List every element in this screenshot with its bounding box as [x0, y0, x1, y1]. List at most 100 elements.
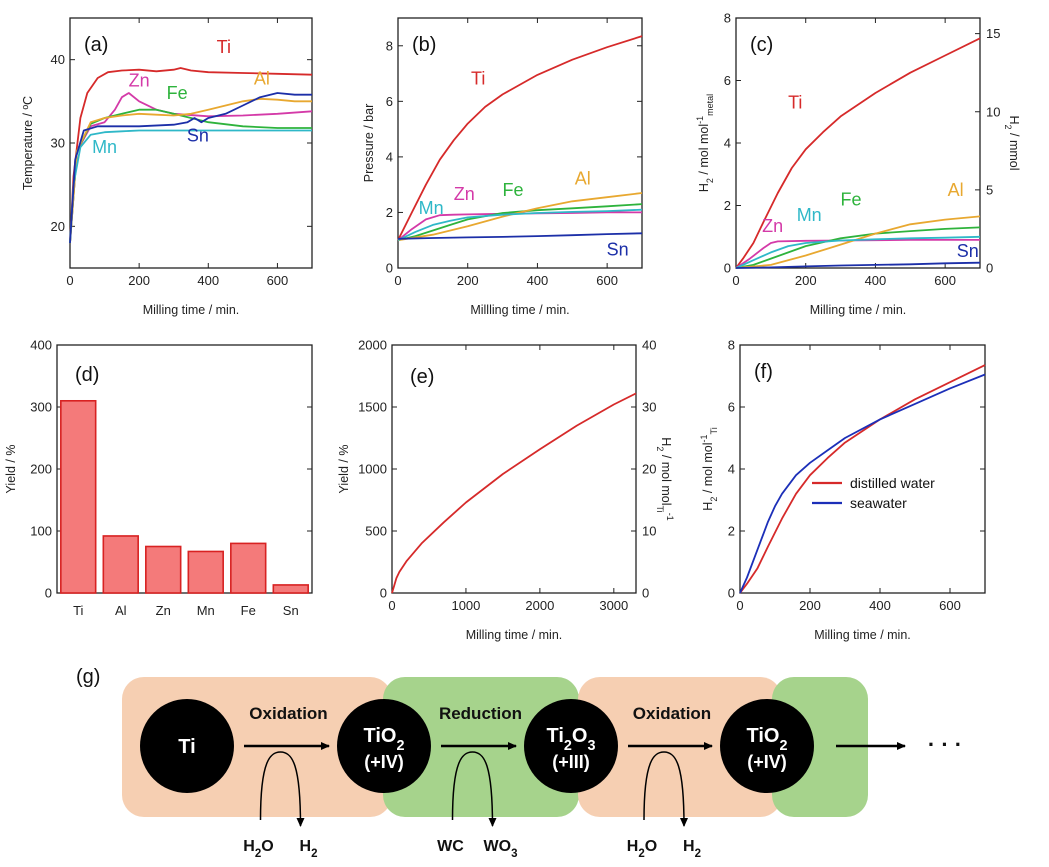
y2-axis-title-part: H	[659, 437, 673, 446]
scheme-reaction-arc	[643, 751, 688, 827]
x-axis-title: Milling time / min.	[810, 303, 907, 317]
series-label-zn: Zn	[454, 184, 475, 204]
panel-f: 0 200 400 600 0 2 4 6 8 (f) Milling time / min. H2 …	[699, 338, 986, 642]
y-axis-title: H2 / mol mol-1Ti	[699, 427, 719, 510]
series-line-zn	[735, 238, 980, 269]
panel-b-x-tick-label: 0	[394, 273, 401, 288]
series-line-mn	[397, 208, 643, 242]
series-label-zn: Zn	[762, 216, 783, 236]
panel-d-y-tick-label: 0	[45, 586, 52, 601]
panel-b-x-tick-label: 200	[457, 273, 479, 288]
bar-category-label: Al	[115, 603, 127, 618]
panel-label: (e)	[410, 366, 434, 388]
panel-b-y-tick-label: 0	[386, 261, 393, 276]
y2-axis-title-part: 2	[655, 446, 665, 451]
panel-c-y2-tick-label: 15	[986, 26, 1000, 41]
scheme-node-formula-part: TiO	[747, 725, 780, 747]
scheme-reactant-in-part: H	[243, 838, 255, 855]
series-label-al: Al	[254, 69, 270, 89]
x-axis-title: Milling time / min.	[143, 303, 240, 317]
panel-d-y-tick-label: 200	[30, 462, 52, 477]
panel-c-y2-tick-label: 10	[986, 104, 1000, 119]
panel-e-x-tick-label: 1000	[451, 598, 480, 613]
y-axis-title-part: 2	[705, 178, 715, 183]
series-label-zn: Zn	[129, 70, 150, 90]
scheme-node-formula: TiO2	[747, 725, 788, 754]
panel-b-x-tick-label: 600	[596, 273, 618, 288]
scheme-reactant-in: H2O	[243, 838, 273, 860]
scheme-node-formula-part: O	[572, 725, 588, 747]
series-label-fe: Fe	[841, 190, 862, 210]
scheme-reactant-in-part: H	[627, 838, 639, 855]
panel-e-y-tick-label: 1000	[358, 462, 387, 477]
bar-category-label: Ti	[73, 603, 83, 618]
scheme-reactant-out-part: 2	[695, 848, 701, 860]
panel-e-y-tick-label: 2000	[358, 338, 387, 353]
panel-f-x-tick-label: 0	[736, 598, 743, 613]
panel-c-x-tick-label: 600	[934, 273, 956, 288]
series-label-ti: Ti	[471, 69, 485, 89]
series-label-sn: Sn	[957, 241, 979, 261]
y-axis-title-part: / mol mol	[701, 442, 715, 496]
x-axis-title: Milling time / min.	[466, 628, 563, 642]
bar-category-label: Fe	[241, 603, 256, 618]
panel-a-x-tick-label: 0	[66, 273, 73, 288]
panel-c-y-tick-label: 8	[724, 11, 731, 26]
scheme-node-formula-part: Ti	[546, 725, 563, 747]
scheme-reactant-out-part: 2	[311, 848, 317, 860]
panel-c-y2-tick-label: 5	[986, 182, 993, 197]
scheme-reactant-out: H2	[300, 838, 318, 860]
scheme-reactant-out-part: 3	[511, 848, 517, 860]
series-line-ti	[397, 35, 643, 241]
panel-e-y2-tick-label: 10	[642, 524, 656, 539]
scheme-reactant-in-part: O	[645, 838, 657, 855]
panel-c-y-tick-label: 6	[724, 73, 731, 88]
bar-category-label: Zn	[156, 603, 171, 618]
y-axis-title: H2 / mol mol-1metal	[695, 94, 715, 192]
scheme-ellipsis: · · ·	[928, 732, 962, 757]
panel-a-y-tick-label: 40	[51, 52, 65, 67]
scheme-node-3	[720, 699, 814, 793]
panel-f-x-tick-label: 200	[799, 598, 821, 613]
y-axis-title-part: / mol mol	[697, 124, 711, 178]
panel-b-y-tick-label: 8	[386, 38, 393, 53]
x-axis-title: Millling time / min.	[470, 303, 569, 317]
panel-e-y2-tick-label: 30	[642, 400, 656, 415]
scheme-node-oxidation-state: (+IV)	[364, 752, 404, 772]
panel-e-y-tick-label: 500	[365, 524, 387, 539]
scheme-reaction-arc	[259, 751, 305, 827]
legend-label: distilled water	[850, 475, 935, 491]
panel-f-x-tick-label: 600	[939, 598, 961, 613]
panel-b-y-tick-label: 2	[386, 205, 393, 220]
y-axis-title-part: 2	[709, 497, 719, 502]
panel-e-y2-tick-label: 20	[642, 462, 656, 477]
panel-b-y-tick-label: 6	[386, 94, 393, 109]
x-axis-title: Milling time / min.	[814, 628, 911, 642]
series-line-sn	[397, 232, 643, 240]
panel-label: (g)	[76, 666, 100, 688]
series-label-ti: Ti	[217, 37, 231, 57]
series-label-fe: Fe	[167, 83, 188, 103]
scheme-node-1	[337, 699, 431, 793]
y2-axis-title-part: Ti	[655, 506, 665, 513]
series-line-zn	[69, 92, 313, 244]
series-line-al	[397, 192, 643, 242]
scheme-node-formula-part: 3	[587, 738, 595, 754]
series-line-zn	[397, 211, 642, 241]
y2-axis-title: H2 / mmol	[1003, 115, 1021, 170]
scheme-reactant-out: WO3	[484, 838, 518, 860]
panel-d-y-tick-label: 100	[30, 524, 52, 539]
panel-f-y-tick-label: 8	[728, 338, 735, 353]
panel-label: (c)	[750, 34, 773, 56]
y-axis-title-part: -1	[695, 116, 705, 124]
y-axis-title: Yield / %	[337, 445, 351, 494]
y2-axis-title-part: / mmol	[1007, 130, 1021, 171]
panel-b: 0 200 400 600 0 2 4 6 8 Ti Zn Fe Al Mn Sn (b) Millling t…	[362, 17, 643, 317]
y-axis-title: Yield / %	[4, 445, 18, 494]
panel-c-x-tick-label: 200	[795, 273, 817, 288]
scheme-node-oxidation-state: (+III)	[552, 752, 590, 772]
y-axis-title-part: -1	[699, 434, 709, 442]
scheme-step-label: Oxidation	[249, 704, 327, 723]
panel-e: 0 1000 2000 3000 0 500 1000 1500 2000 0 10 20 30 40 (e…	[337, 338, 675, 643]
panel-c-y-tick-label: 0	[724, 261, 731, 276]
